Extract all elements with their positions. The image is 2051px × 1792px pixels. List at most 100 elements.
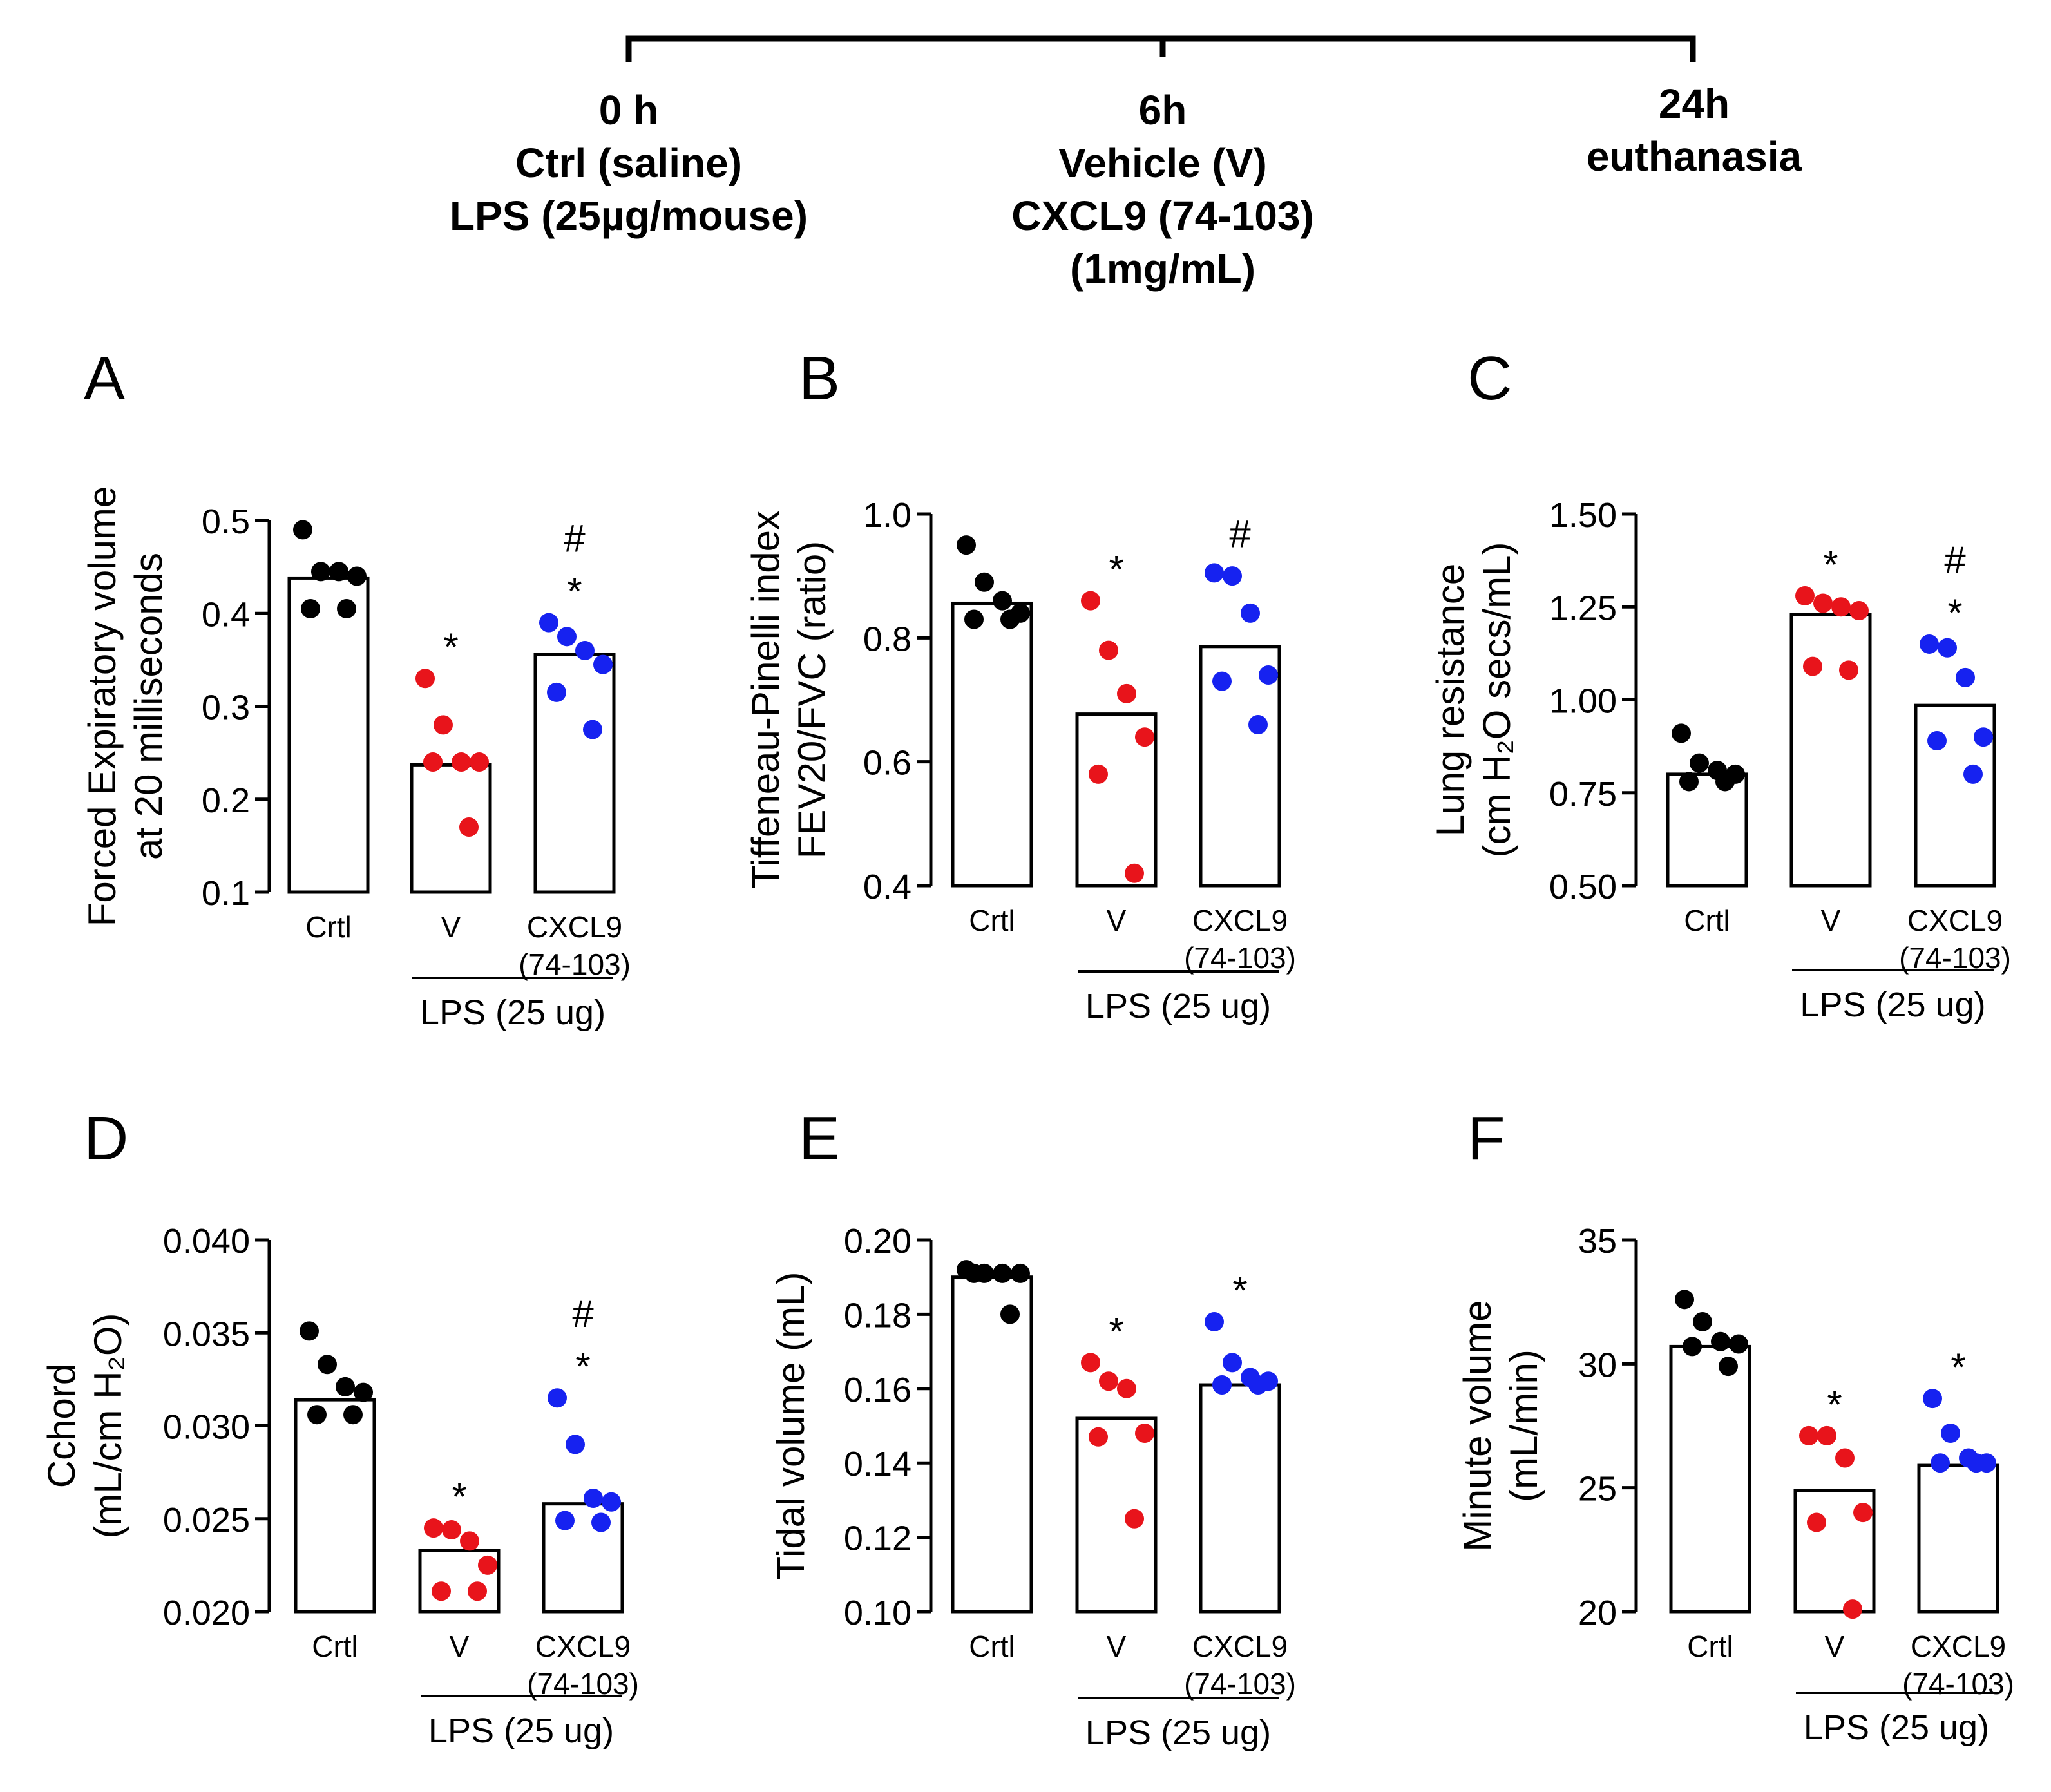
- sig-mark-a-2-0: #: [564, 517, 586, 560]
- bar-e-1: [1075, 1416, 1158, 1614]
- data-point-b-0-1: [975, 572, 994, 592]
- sig-mark-c-2-1: *: [1947, 591, 1962, 634]
- data-point-a-2-4: [547, 682, 566, 702]
- chart-panel-e: E 0.10 0.12 0.14 0.16 0.18 0.20 Tidal volume (m…: [769, 1104, 1296, 1752]
- y-tick-label-b-2: 0.8: [863, 620, 911, 658]
- data-point-d-2-5: [591, 1512, 611, 1532]
- panel-letter-a: A: [84, 344, 125, 413]
- y-tick-label-d-3: 0.035: [163, 1315, 250, 1353]
- data-point-c-2-4: [1927, 730, 1947, 750]
- x-category-label-b-2-0: CXCL9: [1192, 904, 1288, 937]
- data-point-a-2-0: [539, 613, 558, 633]
- sig-mark-c-1-0: *: [1823, 543, 1838, 586]
- data-point-d-1-3: [478, 1555, 497, 1575]
- data-point-a-1-4: [423, 752, 443, 772]
- lps-label-a: LPS (25 ug): [420, 993, 606, 1032]
- bar-e-2: [1199, 1383, 1281, 1614]
- data-point-a-0-4: [301, 599, 320, 619]
- data-point-b-1-4: [1089, 764, 1108, 784]
- data-point-c-2-2: [1956, 667, 1975, 687]
- x-category-label-a-2-0: CXCL9: [527, 910, 622, 944]
- data-point-c-1-3: [1849, 601, 1869, 621]
- bar-f-2: [1917, 1463, 1999, 1614]
- y-tick-label-c-4: 1.50: [1549, 496, 1617, 535]
- data-point-a-2-3: [593, 654, 613, 674]
- data-point-d-0-0: [300, 1321, 319, 1341]
- y-tick-label-c-1: 0.75: [1549, 775, 1617, 814]
- x-category-label-f-1-0: V: [1825, 1630, 1845, 1663]
- x-category-label-a-2-1: (74-103): [519, 948, 631, 981]
- data-point-b-0-0: [957, 535, 976, 555]
- data-point-f-0-0: [1675, 1290, 1694, 1310]
- data-point-c-1-2: [1831, 597, 1851, 617]
- data-point-e-1-3: [1135, 1424, 1154, 1444]
- data-point-a-2-5: [583, 720, 602, 739]
- x-category-label-e-2-0: CXCL9: [1192, 1630, 1288, 1663]
- data-point-f-0-4: [1683, 1337, 1702, 1357]
- y-tick-label-f-3: 35: [1578, 1222, 1617, 1261]
- data-point-d-1-2: [460, 1531, 479, 1551]
- data-point-b-2-4: [1212, 671, 1232, 691]
- y-tick-label-d-2: 0.030: [163, 1408, 250, 1447]
- bar-b-0: [951, 601, 1033, 888]
- y-tick-label-f-1: 25: [1578, 1470, 1617, 1509]
- sig-mark-a-1-0: *: [443, 625, 458, 669]
- sig-mark-c-2-0: #: [1944, 539, 1966, 582]
- data-point-a-0-1: [311, 562, 330, 582]
- timeline-6h-line-2: Vehicle (V): [1058, 140, 1267, 186]
- data-point-a-2-1: [557, 627, 577, 647]
- data-point-a-1-1: [434, 715, 453, 735]
- data-point-b-2-5: [1248, 714, 1268, 734]
- x-category-label-d-0-0: Crtl: [312, 1630, 358, 1663]
- x-category-label-e-2-1: (74-103): [1184, 1667, 1296, 1701]
- x-category-label-b-1-0: V: [1107, 904, 1127, 937]
- data-point-e-2-5: [1248, 1375, 1268, 1395]
- data-point-a-0-0: [293, 520, 312, 540]
- timeline-0h-line-2: Ctrl (saline): [515, 140, 743, 186]
- y-tick-label-f-2: 30: [1578, 1346, 1617, 1384]
- x-category-label-b-0-0: Crtl: [969, 904, 1015, 937]
- x-category-label-d-1-0: V: [450, 1630, 470, 1663]
- data-point-d-1-4: [432, 1581, 451, 1601]
- data-point-f-2-0: [1923, 1389, 1942, 1409]
- data-point-a-2-2: [575, 640, 595, 660]
- data-point-b-1-0: [1081, 591, 1100, 611]
- data-point-d-1-1: [442, 1520, 461, 1540]
- y-axis-label-line-c-0: Lung resistance: [1429, 564, 1472, 837]
- y-tick-label-a-4: 0.5: [202, 502, 250, 541]
- data-point-d-2-3: [602, 1492, 621, 1512]
- data-point-e-2-1: [1223, 1353, 1242, 1373]
- y-tick-label-d-0: 0.020: [163, 1594, 250, 1632]
- sig-mark-d-2-1: *: [575, 1345, 590, 1388]
- y-axis-label-line-e-0: Tidal volume (mL): [769, 1272, 812, 1580]
- y-axis-label-line-c-1: (cm H₂O secs/mL): [1475, 542, 1518, 858]
- data-point-f-0-3: [1729, 1334, 1748, 1354]
- data-point-e-1-5: [1125, 1509, 1144, 1529]
- data-point-b-2-1: [1223, 566, 1242, 586]
- data-point-c-0-4: [1679, 772, 1699, 792]
- charts-layer: A 0.1 0.2 0.3 0.4 0.5 Forced Expiratory volume…: [40, 344, 2014, 1752]
- data-point-e-0-3: [1011, 1263, 1030, 1283]
- panel-letter-e: E: [799, 1104, 840, 1173]
- y-tick-label-d-1: 0.025: [163, 1501, 250, 1539]
- y-tick-label-a-2: 0.3: [202, 689, 250, 727]
- sig-mark-a-2-1: *: [567, 570, 582, 613]
- data-point-f-1-3: [1853, 1503, 1873, 1523]
- data-point-a-0-2: [329, 562, 348, 582]
- lps-label-f: LPS (25 ug): [1804, 1708, 1989, 1747]
- timeline-24h-line-1: 24h: [1658, 81, 1730, 127]
- data-point-c-2-0: [1920, 634, 1939, 654]
- data-point-b-2-3: [1259, 665, 1278, 685]
- sig-mark-f-2-0: *: [1951, 1346, 1965, 1389]
- timeline-24h-line-2: euthanasia: [1586, 133, 1802, 180]
- y-tick-label-c-0: 0.50: [1549, 868, 1617, 906]
- y-tick-label-a-1: 0.2: [202, 781, 250, 820]
- data-point-c-0-0: [1672, 723, 1691, 743]
- data-point-d-2-4: [555, 1511, 575, 1530]
- y-tick-label-d-4: 0.040: [163, 1222, 250, 1261]
- x-category-label-f-2-0: CXCL9: [1911, 1630, 2006, 1663]
- x-category-label-e-0-0: Crtl: [969, 1630, 1015, 1663]
- chart-panel-d: D 0.020 0.025 0.030 0.035 0.040 Cchord(mL/cm H…: [40, 1104, 639, 1750]
